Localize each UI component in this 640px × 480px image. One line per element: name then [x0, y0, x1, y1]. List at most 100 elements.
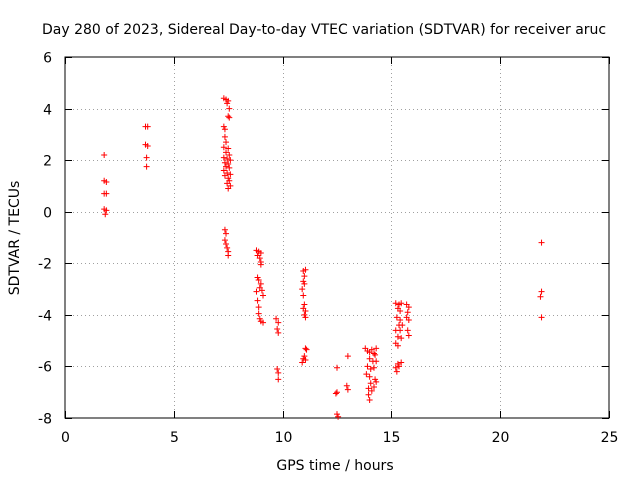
data-point: [226, 114, 233, 121]
data-point: [274, 366, 281, 373]
data-point: [275, 369, 282, 376]
data-point: [393, 368, 400, 375]
data-point: [223, 139, 230, 146]
data-point: [253, 288, 260, 295]
data-point: [405, 304, 412, 311]
data-point: [225, 185, 232, 192]
data-point: [368, 346, 375, 353]
data-point: [367, 366, 374, 373]
data-point: [255, 304, 262, 311]
y-tick-labels: -8 -6 -4 -2 0 2 4 6: [38, 51, 52, 428]
data-point: [398, 335, 405, 342]
data-points: [101, 95, 545, 420]
data-point: [302, 314, 309, 321]
data-point: [397, 317, 404, 324]
data-point: [226, 164, 233, 171]
grid-lines: [65, 57, 609, 418]
data-point: [302, 266, 309, 273]
data-point: [538, 239, 545, 246]
data-point: [366, 396, 373, 403]
data-point: [344, 386, 351, 393]
y-tick-label: -4: [38, 309, 52, 325]
y-tick-label: 2: [43, 154, 52, 170]
data-point: [103, 179, 110, 186]
data-point: [221, 159, 228, 166]
data-point: [299, 359, 306, 366]
data-point: [220, 154, 227, 161]
data-point: [399, 322, 406, 329]
data-point: [301, 280, 308, 287]
data-point: [373, 378, 380, 385]
axis-ticks: [65, 57, 610, 419]
data-point: [274, 326, 281, 333]
data-point: [373, 358, 380, 365]
data-point: [143, 163, 150, 170]
data-point: [227, 157, 234, 164]
data-point: [300, 278, 307, 285]
data-point: [221, 126, 228, 133]
data-point: [301, 353, 308, 360]
y-tick-label: -6: [38, 360, 52, 376]
data-point: [300, 292, 307, 299]
data-point: [394, 333, 401, 340]
chart-title: Day 280 of 2023, Sidereal Day-to-day VTE…: [42, 22, 606, 38]
x-tick-label: 20: [492, 430, 510, 446]
x-tick-label: 5: [170, 430, 179, 446]
data-point: [372, 351, 379, 358]
data-point: [397, 307, 404, 314]
data-point: [392, 300, 399, 307]
data-point: [224, 180, 231, 187]
data-point: [537, 293, 544, 300]
data-point: [394, 342, 401, 349]
data-point: [538, 314, 545, 321]
data-point: [144, 142, 151, 149]
data-point: [101, 151, 108, 158]
data-point: [254, 297, 261, 304]
data-point: [334, 411, 340, 418]
data-point: [220, 123, 227, 130]
data-point: [303, 346, 310, 353]
data-point: [404, 327, 411, 334]
data-point: [332, 390, 339, 397]
data-point: [103, 207, 110, 214]
data-point: [273, 315, 280, 322]
x-tick-label: 25: [601, 430, 619, 446]
data-point: [255, 310, 262, 317]
data-point: [256, 315, 263, 322]
data-point: [373, 345, 380, 352]
data-point: [226, 151, 233, 158]
data-point: [220, 144, 227, 151]
data-point: [398, 359, 405, 366]
y-tick-label: -8: [38, 412, 52, 428]
data-point: [103, 190, 110, 197]
data-point: [260, 292, 267, 299]
data-point: [275, 329, 282, 336]
data-point: [370, 364, 377, 371]
data-point: [299, 286, 306, 293]
data-point: [405, 317, 412, 324]
data-point: [343, 382, 350, 389]
data-point: [301, 273, 308, 280]
data-point: [256, 255, 263, 262]
data-point: [363, 371, 370, 378]
x-tick-label: 10: [275, 430, 293, 446]
data-point: [275, 376, 282, 383]
data-point: [364, 363, 371, 370]
data-point: [223, 230, 230, 237]
data-point: [370, 350, 377, 357]
y-tick-label: 6: [43, 51, 52, 67]
data-point: [225, 175, 232, 182]
y-tick-label: -2: [38, 257, 52, 273]
x-tick-labels: 0 5 10 15 20 25: [61, 430, 618, 446]
data-point: [275, 319, 282, 326]
data-point: [225, 252, 232, 259]
data-point: [257, 261, 264, 268]
data-point: [255, 277, 262, 284]
data-point: [223, 163, 230, 170]
data-point: [398, 300, 405, 307]
data-point: [372, 376, 379, 383]
data-point: [221, 133, 228, 140]
data-point: [225, 97, 232, 104]
data-point: [301, 311, 308, 318]
data-point: [257, 249, 264, 256]
